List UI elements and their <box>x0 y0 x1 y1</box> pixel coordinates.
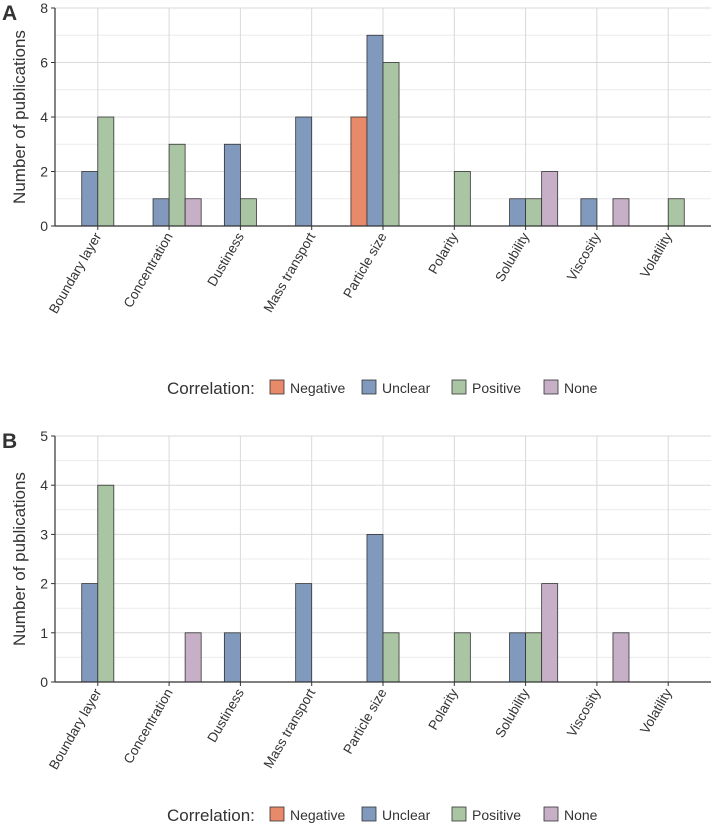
bar-positive <box>525 198 543 227</box>
legend-swatch-positive <box>451 379 467 395</box>
y-axis-label: Number of publications <box>10 30 29 204</box>
legend-label: Negative <box>290 807 345 823</box>
bar-positive <box>453 171 471 227</box>
legend-label: Unclear <box>382 807 431 823</box>
bar-positive <box>97 116 115 227</box>
legend-swatch-none <box>543 379 559 395</box>
y-tick-label: 0 <box>40 218 48 234</box>
bar-unclear <box>295 583 313 683</box>
x-tick-label: Dustiness <box>204 686 247 745</box>
y-tick-label: 5 <box>40 428 48 444</box>
x-tick-label: Particle size <box>340 686 389 757</box>
legend-label: None <box>564 380 598 396</box>
y-tick-label: 0 <box>40 674 48 690</box>
legend-label: Positive <box>472 380 521 396</box>
bar-positive <box>168 143 186 227</box>
legend-label: Positive <box>472 807 521 823</box>
legend-swatch-positive <box>451 806 467 822</box>
x-tick-label: Polarity <box>425 686 461 733</box>
bar-unclear <box>509 198 527 227</box>
bar-positive <box>453 632 471 683</box>
x-tick-label: Solubility <box>492 230 532 285</box>
legend-swatch-unclear <box>361 379 377 395</box>
y-tick-label: 1 <box>40 625 48 641</box>
bar-unclear <box>366 34 384 227</box>
x-tick-label: Volatility <box>637 686 675 737</box>
panel-label: B <box>2 430 17 453</box>
y-tick-label: 6 <box>40 55 48 71</box>
bar-positive <box>97 484 115 683</box>
y-tick-label: 3 <box>40 526 48 542</box>
x-tick-label: Boundary layer <box>46 230 105 317</box>
legend-title: Correlation: <box>167 806 255 825</box>
y-tick-label: 2 <box>40 576 48 592</box>
bar-positive <box>382 62 400 227</box>
x-tick-label: Mass transport <box>261 686 319 771</box>
bar-unclear <box>580 198 598 227</box>
x-tick-label: Polarity <box>425 230 461 277</box>
bar-unclear <box>366 534 384 683</box>
x-tick-label: Boundary layer <box>46 686 105 773</box>
bar-negative <box>350 116 368 227</box>
bar-unclear <box>81 583 99 683</box>
x-tick-label: Viscosity <box>564 686 604 740</box>
legend: Correlation: Negative Unclear Positive None <box>167 379 598 398</box>
panel-a: 0 2 4 6 8 Boundary layer Concentration Dustines… <box>2 0 711 398</box>
legend-swatch-unclear <box>361 806 377 822</box>
panel-label: A <box>2 2 17 25</box>
y-tick-label: 2 <box>40 164 48 180</box>
x-tick-label: Concentration <box>121 230 176 310</box>
x-tick-label: Volatility <box>637 230 675 281</box>
bar-unclear <box>509 632 527 683</box>
bar-unclear <box>295 116 313 227</box>
legend-swatch-negative <box>269 806 285 822</box>
y-axis-label: Number of publications <box>10 472 29 646</box>
bar-unclear <box>223 143 241 227</box>
x-tick-label: Mass transport <box>261 230 319 315</box>
bar-none <box>184 632 202 683</box>
y-tick-label: 4 <box>40 477 48 493</box>
bar-none <box>612 198 630 227</box>
bar-positive <box>239 198 257 227</box>
x-tick-label: Solubility <box>492 686 532 741</box>
bar-unclear <box>223 632 241 683</box>
legend-swatch-negative <box>269 379 285 395</box>
x-tick-label: Particle size <box>340 230 389 301</box>
y-tick-label: 4 <box>40 109 48 125</box>
legend-label: Unclear <box>382 380 431 396</box>
bar-unclear <box>152 198 170 227</box>
x-tick-label: Viscosity <box>564 230 604 284</box>
y-tick-label: 8 <box>40 0 48 16</box>
bar-unclear <box>81 171 99 227</box>
bar-none <box>612 632 630 683</box>
legend-label: None <box>564 807 598 823</box>
legend-swatch-none <box>543 806 559 822</box>
bar-positive <box>525 632 543 683</box>
legend-title: Correlation: <box>167 379 255 398</box>
bar-positive <box>667 198 685 227</box>
bar-positive <box>382 632 400 683</box>
panel-b: 0 1 2 3 4 5 Boundary layer Concentration Dustine… <box>2 428 711 825</box>
legend: Correlation: Negative Unclear Positive None <box>167 806 598 825</box>
bar-none <box>541 583 559 683</box>
legend-label: Negative <box>290 380 345 396</box>
x-tick-label: Dustiness <box>204 230 247 289</box>
bar-none <box>184 198 202 227</box>
x-tick-label: Concentration <box>121 686 176 766</box>
bar-none <box>541 171 559 227</box>
